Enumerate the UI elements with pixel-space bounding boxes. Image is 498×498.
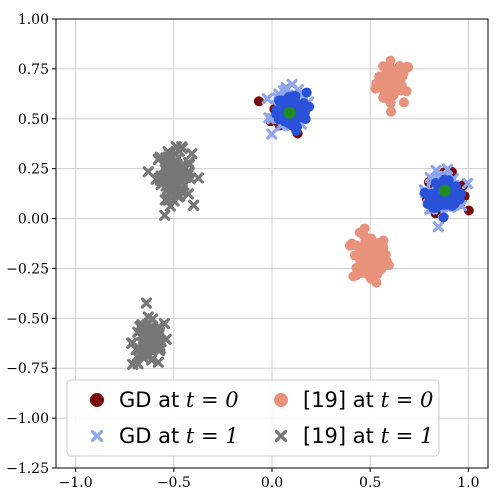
data-point: [188, 199, 200, 211]
data-point: [432, 221, 444, 233]
cluster-mean-point: [438, 184, 451, 197]
y-tick-label: 0.75: [18, 62, 49, 78]
cluster-means: [283, 106, 451, 197]
y-tick-label: −0.25: [6, 261, 49, 277]
x-tick-label: 0.5: [359, 475, 381, 491]
series--19-at-t-1: [126, 141, 204, 371]
data-point: [153, 321, 165, 333]
data-point: [378, 61, 389, 72]
data-point: [463, 205, 474, 216]
data-point: [283, 94, 294, 105]
data-point: [379, 86, 390, 97]
data-point: [462, 177, 474, 190]
data-point: [422, 199, 433, 210]
data-point: [398, 97, 409, 108]
legend-box: [66, 379, 440, 457]
y-tick-label: 0.00: [18, 212, 49, 228]
x-tick-label: −1.0: [59, 475, 93, 491]
data-point: [438, 212, 449, 223]
y-tick-label: 1.00: [18, 12, 49, 28]
data-point: [354, 227, 365, 238]
data-point: [136, 319, 148, 331]
data-point: [380, 69, 391, 80]
y-tick-label: 0.50: [18, 112, 49, 128]
data-point: [172, 191, 185, 203]
data-point: [273, 114, 284, 125]
legend-label: [19] at t = 1: [303, 424, 433, 448]
data-point: [186, 148, 198, 160]
cluster-mean-point: [283, 106, 296, 119]
legend-item: GD at t = 0: [90, 388, 239, 412]
y-tick-label: −1.25: [6, 461, 49, 477]
data-point: [284, 119, 295, 130]
data-point: [386, 106, 397, 117]
legend-item: [19] at t = 0: [274, 388, 433, 412]
data-point: [298, 98, 309, 109]
data-point: [387, 83, 398, 94]
data-point: [385, 98, 396, 109]
data-point: [358, 258, 369, 269]
legend-marker: [274, 393, 288, 407]
data-point: [344, 240, 355, 251]
data-point: [401, 86, 412, 97]
data-point: [371, 266, 382, 277]
legend-marker: [90, 429, 104, 443]
data-point: [127, 358, 139, 371]
legend: GD at t = 0 [19] at t = 0 GD at t = 1 [19] …: [66, 379, 440, 457]
data-point: [301, 87, 312, 98]
data-point: [159, 194, 171, 206]
data-point: [173, 145, 185, 157]
data-point: [144, 331, 156, 343]
data-point: [152, 356, 164, 368]
data-point: [403, 62, 414, 73]
y-tick-label: −0.75: [6, 361, 49, 377]
scatter-points: [126, 55, 474, 371]
data-point: [261, 93, 273, 105]
data-point: [170, 154, 182, 166]
legend-marker: [274, 429, 288, 443]
x-tick-label: −0.5: [157, 475, 191, 491]
data-point: [368, 247, 379, 258]
data-point: [253, 96, 264, 107]
x-tick-label: 1.0: [457, 475, 479, 491]
legend-label: GD at t = 1: [119, 424, 239, 448]
data-point: [159, 209, 171, 221]
data-point: [352, 250, 363, 261]
data-point: [456, 188, 467, 199]
data-point: [351, 270, 362, 281]
x-axis-ticks: −1.0 −0.5 0.0 0.5 1.0: [59, 468, 479, 491]
data-point: [365, 273, 376, 284]
data-point: [274, 96, 285, 107]
legend-marker: [90, 393, 104, 407]
y-tick-label: −0.50: [6, 311, 49, 327]
legend-item: GD at t = 1: [90, 424, 239, 448]
data-point: [126, 337, 138, 349]
series--19-at-t-0: [344, 55, 414, 288]
data-point: [385, 55, 396, 66]
data-point: [153, 340, 165, 353]
data-point: [140, 297, 152, 309]
data-point: [441, 196, 452, 207]
data-point: [373, 79, 384, 90]
legend-label: GD at t = 0: [119, 388, 239, 412]
data-point: [162, 145, 174, 158]
data-point: [430, 178, 441, 189]
y-axis-ticks: 1.00 0.75 0.50 0.25 0.00 −0.25 −0.50 −0.75 −1.00…: [6, 12, 56, 477]
data-point: [145, 342, 157, 354]
legend-label: [19] at t = 0: [303, 388, 433, 412]
data-point: [266, 128, 278, 140]
data-point: [158, 318, 170, 330]
legend-item: [19] at t = 1: [274, 424, 433, 448]
data-point: [153, 172, 166, 184]
x-tick-label: 0.0: [261, 475, 283, 491]
overlay-points: [271, 87, 467, 223]
data-point: [176, 175, 188, 188]
data-point: [192, 172, 204, 184]
data-point: [184, 173, 196, 185]
data-point: [378, 235, 389, 246]
y-tick-label: 0.25: [18, 162, 49, 178]
data-point: [388, 66, 399, 77]
y-tick-label: −1.00: [6, 411, 49, 427]
